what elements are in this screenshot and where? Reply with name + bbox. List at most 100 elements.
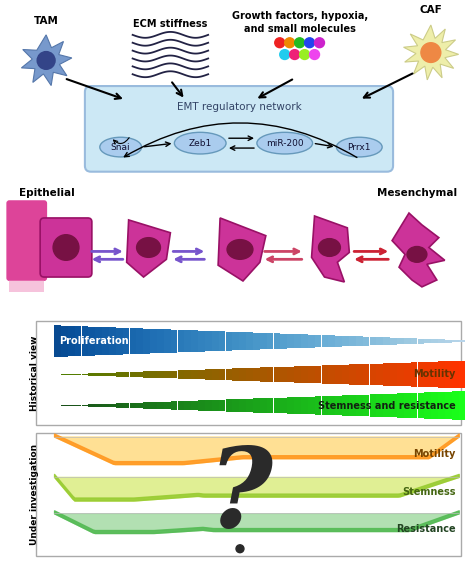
Polygon shape <box>219 331 226 351</box>
Polygon shape <box>376 337 383 345</box>
Text: Growth factors, hypoxia,
and small molecules: Growth factors, hypoxia, and small molec… <box>232 11 368 34</box>
Polygon shape <box>418 362 424 387</box>
Polygon shape <box>21 35 72 85</box>
Text: Proliferation: Proliferation <box>59 336 128 346</box>
Polygon shape <box>143 371 150 377</box>
Polygon shape <box>301 397 308 414</box>
Polygon shape <box>253 398 260 412</box>
Polygon shape <box>424 362 431 387</box>
Polygon shape <box>205 400 212 411</box>
Polygon shape <box>164 371 171 378</box>
Polygon shape <box>178 370 184 379</box>
Polygon shape <box>61 325 68 357</box>
Polygon shape <box>178 401 184 410</box>
Circle shape <box>290 50 300 59</box>
Polygon shape <box>445 392 452 419</box>
Polygon shape <box>95 404 102 407</box>
Polygon shape <box>383 363 390 386</box>
Bar <box>36 321 461 425</box>
Circle shape <box>53 234 79 260</box>
Polygon shape <box>198 370 205 380</box>
Polygon shape <box>342 396 349 416</box>
Polygon shape <box>74 326 82 356</box>
Polygon shape <box>95 327 102 355</box>
Polygon shape <box>82 326 88 356</box>
Bar <box>21 203 43 278</box>
Polygon shape <box>123 372 129 377</box>
Polygon shape <box>129 403 136 408</box>
Circle shape <box>305 38 315 47</box>
Polygon shape <box>116 328 123 354</box>
Polygon shape <box>390 394 397 418</box>
Polygon shape <box>129 372 136 377</box>
Polygon shape <box>68 326 74 357</box>
Polygon shape <box>397 393 404 418</box>
Polygon shape <box>370 364 376 385</box>
Circle shape <box>315 38 325 47</box>
FancyBboxPatch shape <box>85 86 393 172</box>
Ellipse shape <box>407 246 427 262</box>
Polygon shape <box>356 336 363 346</box>
Text: CAF: CAF <box>419 5 442 15</box>
Polygon shape <box>260 398 266 413</box>
Polygon shape <box>335 396 342 415</box>
Polygon shape <box>205 370 212 380</box>
Text: Mesenchymal: Mesenchymal <box>376 189 457 198</box>
Polygon shape <box>294 397 301 414</box>
Polygon shape <box>397 338 404 344</box>
Ellipse shape <box>227 240 253 259</box>
Text: ?: ? <box>208 443 273 550</box>
Polygon shape <box>311 216 349 282</box>
Polygon shape <box>281 367 287 382</box>
Polygon shape <box>418 393 424 418</box>
Polygon shape <box>452 340 458 342</box>
Polygon shape <box>246 368 253 381</box>
Circle shape <box>285 38 295 47</box>
Text: TAM: TAM <box>34 16 59 26</box>
Polygon shape <box>171 329 177 353</box>
Polygon shape <box>335 365 342 384</box>
Polygon shape <box>308 334 315 347</box>
Polygon shape <box>191 401 198 410</box>
Polygon shape <box>370 394 376 416</box>
Polygon shape <box>294 334 301 348</box>
Polygon shape <box>287 334 294 348</box>
Polygon shape <box>74 374 82 375</box>
Polygon shape <box>171 371 177 379</box>
Polygon shape <box>438 340 445 343</box>
Polygon shape <box>376 363 383 385</box>
Polygon shape <box>239 368 246 381</box>
Polygon shape <box>198 401 205 411</box>
Polygon shape <box>171 401 177 410</box>
Polygon shape <box>392 213 445 287</box>
Text: Motility: Motility <box>413 449 456 459</box>
Text: Epithelial: Epithelial <box>19 189 75 198</box>
Polygon shape <box>459 360 465 388</box>
Text: ECM stiffness: ECM stiffness <box>133 19 208 29</box>
Polygon shape <box>445 361 452 388</box>
Polygon shape <box>184 370 191 379</box>
Polygon shape <box>239 332 246 350</box>
Polygon shape <box>363 394 369 416</box>
Polygon shape <box>88 327 95 355</box>
Text: Under investigation: Under investigation <box>30 444 39 545</box>
Polygon shape <box>349 336 356 346</box>
Polygon shape <box>363 337 369 346</box>
Polygon shape <box>459 340 465 342</box>
Text: Resistance: Resistance <box>396 524 456 534</box>
Polygon shape <box>267 367 273 382</box>
Polygon shape <box>260 333 266 349</box>
Polygon shape <box>349 395 356 416</box>
Polygon shape <box>246 332 253 350</box>
Text: Snai: Snai <box>111 142 130 151</box>
Circle shape <box>275 38 285 47</box>
Polygon shape <box>452 392 458 420</box>
Polygon shape <box>342 364 349 384</box>
Polygon shape <box>356 364 363 385</box>
Polygon shape <box>315 366 321 384</box>
Circle shape <box>295 38 305 47</box>
Polygon shape <box>226 399 232 411</box>
Polygon shape <box>157 329 164 353</box>
Polygon shape <box>95 373 102 376</box>
Ellipse shape <box>137 238 161 257</box>
